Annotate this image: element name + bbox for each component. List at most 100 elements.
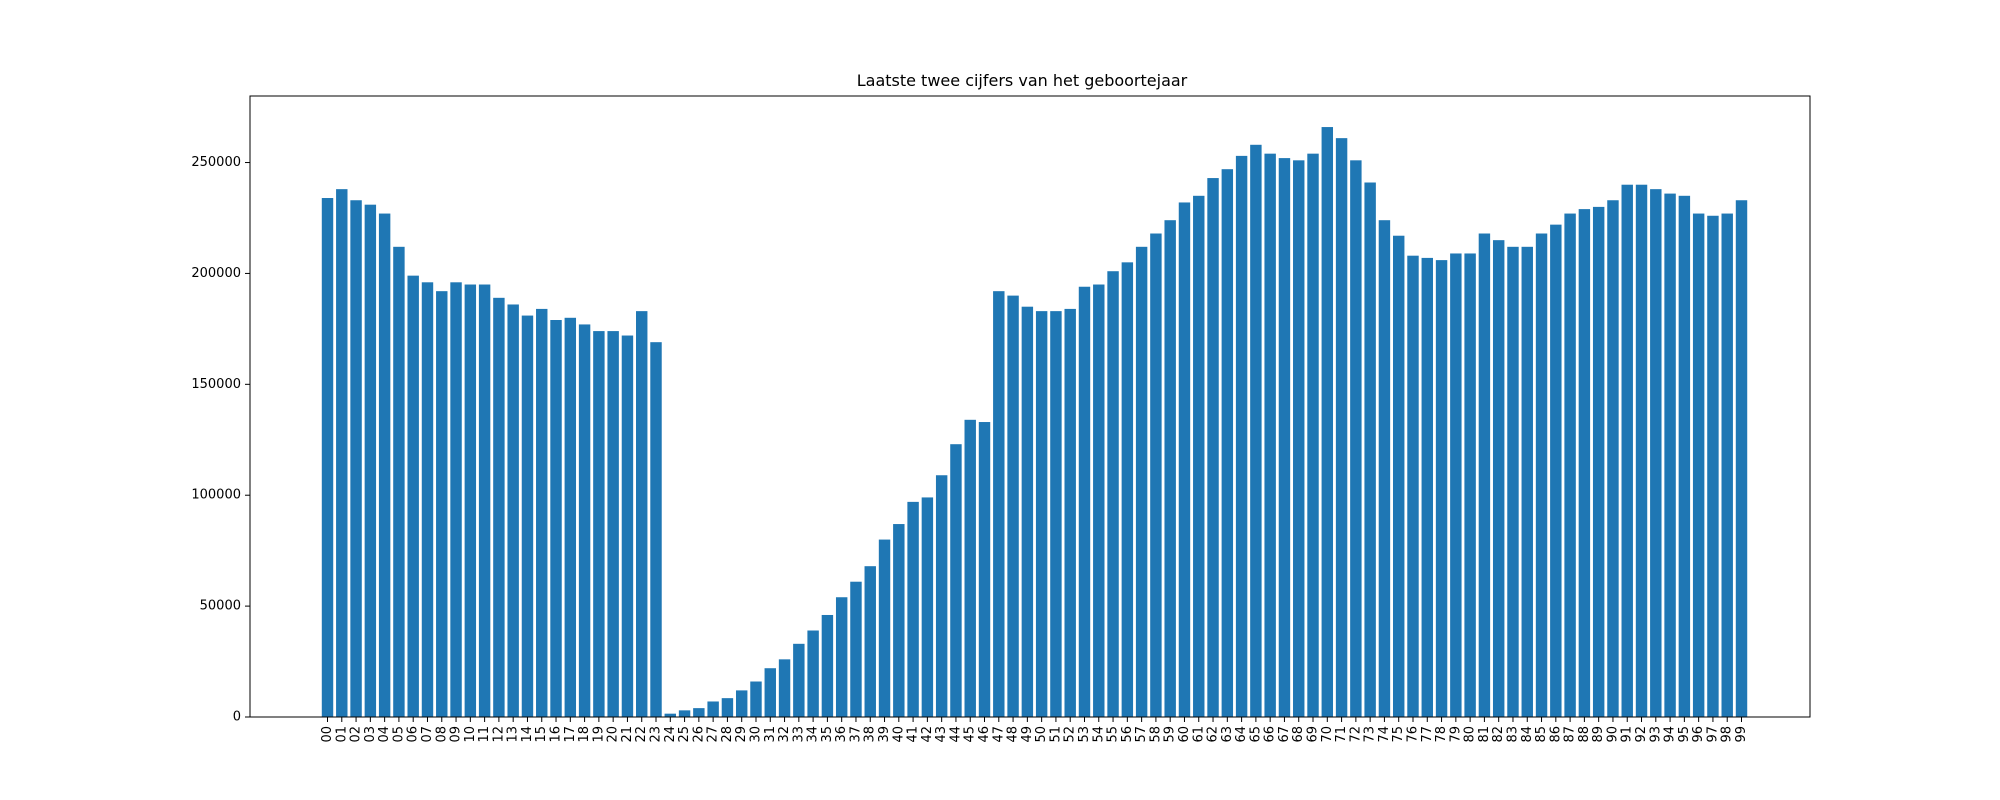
x-tick-label: 18 (577, 726, 592, 743)
bar-08 (436, 291, 448, 717)
x-tick-label: 10 (463, 726, 478, 743)
bar-43 (935, 475, 948, 717)
x-tick-label: 77 (1420, 726, 1435, 743)
x-tick-label: 81 (1477, 726, 1492, 743)
bar-03 (364, 204, 377, 717)
bar-75 (1393, 235, 1405, 717)
bar-05 (393, 246, 405, 717)
bar-12 (493, 297, 505, 717)
x-tick-label: 98 (1720, 726, 1735, 743)
bar-11 (478, 284, 491, 717)
bar-77 (1421, 257, 1433, 717)
x-tick-label: 96 (1691, 726, 1706, 743)
x-tick-label: 59 (1163, 726, 1178, 743)
x-tick-label: 46 (977, 726, 992, 743)
x-tick-label: 95 (1677, 726, 1692, 743)
x-tick-label: 08 (434, 726, 449, 743)
x-tick-label: 47 (991, 726, 1006, 743)
x-tick-label: 22 (634, 726, 649, 743)
bar-51 (1050, 311, 1062, 717)
bars (321, 127, 1748, 718)
x-tick-label: 86 (1548, 726, 1563, 743)
bar-80 (1464, 253, 1476, 717)
x-tick-label: 99 (1734, 726, 1749, 743)
x-tick-label: 78 (1434, 726, 1449, 743)
x-tick-label: 70 (1320, 726, 1335, 743)
bar-63 (1221, 169, 1234, 717)
bar-52 (1064, 308, 1076, 717)
bar-02 (350, 200, 362, 718)
x-tick-label: 71 (1334, 726, 1349, 743)
bar-17 (564, 317, 577, 717)
bar-22 (636, 311, 648, 717)
x-tick-label: 03 (363, 726, 378, 743)
x-tick-label: 84 (1520, 726, 1535, 743)
bar-30 (750, 681, 762, 717)
bar-34 (807, 630, 819, 717)
bar-98 (1721, 213, 1733, 718)
x-tick-label: 61 (1191, 726, 1206, 743)
y-tick-label: 50000 (200, 599, 241, 614)
x-tick-label: 42 (920, 726, 935, 743)
x-tick-label: 41 (906, 726, 921, 743)
x-tick-label: 09 (449, 726, 464, 743)
bar-91 (1621, 184, 1633, 717)
x-tick-label: 33 (791, 726, 806, 743)
x-tick-label: 75 (1391, 726, 1406, 743)
plot-frame (249, 95, 1811, 718)
bar-86 (1550, 224, 1562, 717)
bar-82 (1492, 240, 1505, 717)
x-tick-label: 37 (848, 726, 863, 743)
bar-06 (407, 275, 419, 717)
x-tick-label: 19 (591, 726, 606, 743)
x-tick-label: 55 (1106, 726, 1121, 743)
x-tick-label: 62 (1206, 726, 1221, 743)
bar-50 (1035, 311, 1048, 717)
x-tick-label: 28 (720, 726, 735, 743)
x-tick-label: 05 (391, 726, 406, 743)
x-tick-label: 31 (763, 726, 778, 743)
bar-78 (1435, 260, 1448, 717)
x-tick-label: 14 (520, 726, 535, 743)
y-tick-label: 250000 (191, 155, 241, 170)
x-tick-label: 12 (491, 726, 506, 743)
bar-56 (1121, 262, 1134, 717)
x-tick-label: 85 (1534, 726, 1549, 743)
bar-19 (593, 331, 605, 717)
bar-62 (1207, 178, 1219, 717)
x-tick-label: 93 (1648, 726, 1663, 743)
bar-79 (1450, 253, 1462, 717)
bar-81 (1478, 233, 1491, 717)
bar-49 (1021, 306, 1034, 717)
x-tick-label: 65 (1248, 726, 1263, 743)
bar-72 (1350, 160, 1362, 717)
x-axis: 00 01 02 03 04 05 06 07 08 09 10 11 12 13 14 15 16 17 18 19… (320, 717, 1749, 743)
x-tick-label: 63 (1220, 726, 1235, 743)
bar-95 (1678, 195, 1691, 718)
bar-70 (1321, 127, 1334, 718)
x-tick-label: 32 (777, 726, 792, 743)
bar-85 (1535, 233, 1548, 717)
x-tick-label: 49 (1020, 726, 1035, 743)
x-tick-label: 13 (506, 726, 521, 743)
y-tick-label: 0 (233, 710, 241, 725)
x-tick-label: 79 (1448, 726, 1463, 743)
x-tick-label: 00 (320, 726, 335, 743)
bar-54 (1093, 284, 1105, 717)
x-tick-label: 57 (1134, 726, 1149, 743)
x-tick-label: 73 (1363, 726, 1378, 743)
x-tick-label: 89 (1591, 726, 1606, 743)
x-tick-label: 02 (349, 726, 364, 743)
bar-14 (521, 315, 534, 717)
x-tick-label: 97 (1705, 726, 1720, 743)
bar-09 (450, 282, 462, 717)
x-tick-label: 67 (1277, 726, 1292, 743)
bar-92 (1635, 184, 1648, 717)
bar-99 (1735, 200, 1748, 718)
x-tick-label: 36 (834, 726, 849, 743)
x-tick-label: 01 (334, 726, 349, 743)
x-tick-label: 29 (734, 726, 749, 743)
bar-23 (650, 342, 662, 717)
bar-67 (1278, 158, 1291, 718)
x-tick-label: 51 (1048, 726, 1063, 743)
